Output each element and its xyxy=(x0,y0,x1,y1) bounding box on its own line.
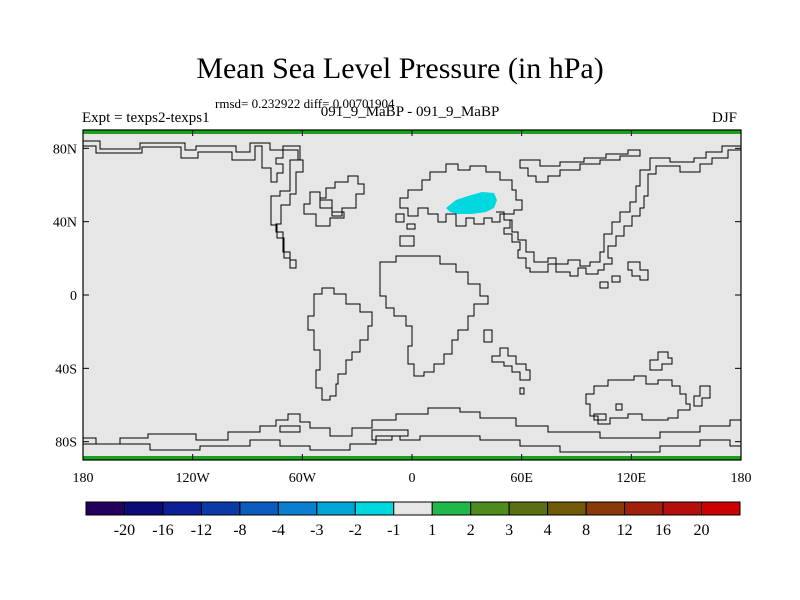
negative-anomaly-patch xyxy=(446,192,497,214)
colorbar-label: -1 xyxy=(387,522,400,539)
colorbar-label: -12 xyxy=(191,522,212,539)
lat-tick-label: 80N xyxy=(53,142,77,157)
pacific-island-coastline xyxy=(519,387,525,395)
lat-tick-label: 80S xyxy=(55,436,77,451)
colorbar-swatch xyxy=(470,501,510,516)
colorbar-label: -8 xyxy=(233,522,246,539)
colorbar-label: 4 xyxy=(544,522,552,539)
plot-title: Mean Sea Level Pressure (in hPa) xyxy=(196,52,604,85)
colorbar-label: -20 xyxy=(114,522,135,539)
island-coastline xyxy=(395,213,405,223)
lat-tick-label: 0 xyxy=(70,289,77,304)
colorbar-label: 12 xyxy=(617,522,633,539)
colorbar-swatch xyxy=(354,501,395,516)
colorbar-swatch xyxy=(585,501,626,516)
colorbar-swatch xyxy=(431,501,472,516)
case-label: 091_9_MaBP - 091_9_MaBP xyxy=(320,104,500,120)
lon-tick-label: 60W xyxy=(289,471,317,486)
island-coastline xyxy=(406,223,416,230)
colorbar-label: 16 xyxy=(655,522,671,539)
lat-tick-label: 40N xyxy=(53,216,77,231)
season-label: DJF xyxy=(712,110,738,126)
colorbar-swatch xyxy=(123,501,164,516)
indonesia-coastline xyxy=(491,347,531,381)
colorbar-label: 1 xyxy=(428,522,436,539)
antarctic-inset-coastline xyxy=(279,425,301,433)
colorbar-swatch xyxy=(624,501,664,516)
greenland-coastline xyxy=(319,175,365,217)
south-america-coastline xyxy=(307,287,373,401)
colorbar-label: -3 xyxy=(310,522,323,539)
greenland-inner-coastline xyxy=(303,191,345,227)
africa-coastline xyxy=(379,255,489,377)
experiment-label: Expt = texps2-texps1 xyxy=(82,110,210,126)
australia-coastline xyxy=(585,375,691,425)
northern-asia-coastline xyxy=(519,149,641,183)
pacific-island-coastline xyxy=(593,413,607,421)
new-zealand-coastline xyxy=(649,351,673,371)
north-america-coastline xyxy=(82,140,304,269)
island-coastline xyxy=(399,235,415,247)
coastlines xyxy=(82,140,742,453)
colorbar-label: 3 xyxy=(505,522,513,539)
colorbar-swatch xyxy=(547,501,587,516)
lon-tick-label: 180 xyxy=(73,471,94,486)
colorbar-label: -2 xyxy=(349,522,362,539)
colorbar-swatch xyxy=(277,501,318,516)
lat-tick-label: 40S xyxy=(55,362,77,377)
east-island-coastline xyxy=(599,281,609,289)
axis-ticks: 80N 40N 0 40S 80S 180 120W 60W 0 60E 120E 180 xyxy=(53,130,752,486)
colorbar-label: -4 xyxy=(272,522,285,539)
colorbar: -20 -16 -12 -8 -4 -3 -2 -1 1 2 3 4 8 12 16 20 xyxy=(85,501,741,539)
colorbar-label: 2 xyxy=(467,522,475,539)
colorbar-swatch xyxy=(85,501,125,516)
map-background xyxy=(83,130,741,460)
lon-tick-label: 0 xyxy=(409,471,416,486)
lon-tick-label: 60E xyxy=(510,471,533,486)
japan-coastline xyxy=(627,261,649,281)
colorbar-swatch xyxy=(393,501,433,516)
lon-tick-label: 120E xyxy=(617,471,647,486)
lon-tick-label: 180 xyxy=(731,471,752,486)
colorbar-label: -16 xyxy=(152,522,173,539)
colorbar-label: 20 xyxy=(694,522,710,539)
antarctic-inset-coastline xyxy=(371,429,409,441)
colorbar-swatch xyxy=(701,501,741,516)
new-zealand-coastline xyxy=(693,385,711,407)
colorbar-swatch xyxy=(316,501,356,516)
eurasia-coastline xyxy=(399,163,523,227)
rmsd-diff-stats: rmsd= 0.232922 diff= 0.00701904 xyxy=(215,96,395,111)
colorbar-swatch xyxy=(239,501,279,516)
colorbar-swatch xyxy=(162,501,202,516)
madagascar-coastline xyxy=(483,329,493,343)
antarctica-coastline xyxy=(82,407,742,453)
lon-tick-label: 120W xyxy=(176,471,211,486)
colorbar-label: 8 xyxy=(582,522,590,539)
asia-coastline xyxy=(496,145,742,277)
colorbar-swatch xyxy=(508,501,549,516)
east-island-coastline xyxy=(611,275,621,283)
colorbar-swatch xyxy=(662,501,703,516)
colorbar-swatch xyxy=(200,501,241,516)
pacific-island-coastline xyxy=(615,403,623,411)
